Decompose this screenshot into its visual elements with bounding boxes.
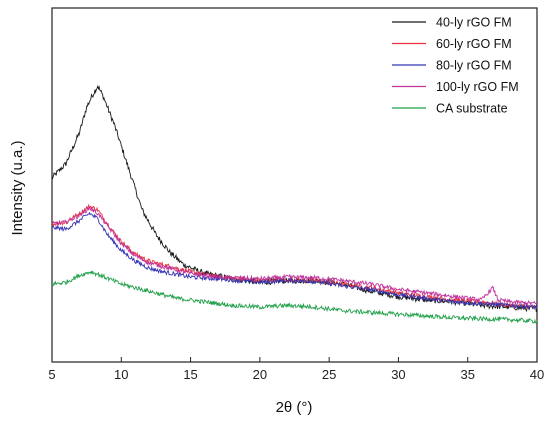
legend-label-3: 80-ly rGO FM (436, 59, 512, 73)
series-line-2 (51, 203, 538, 310)
legend-label-2: 60-ly rGO FM (436, 37, 512, 51)
series-line-4 (51, 205, 538, 306)
legend-label-1: 40-ly rGO FM (436, 16, 512, 30)
x-tick-label: 30 (391, 367, 405, 382)
x-axis-ticks: 5 10 15 20 25 30 35 40 (48, 357, 544, 382)
x-tick-label: 15 (183, 367, 197, 382)
series-line-5 (51, 269, 538, 324)
x-tick-label: 25 (322, 367, 336, 382)
x-tick-label: 35 (460, 367, 474, 382)
x-tick-label: 20 (253, 367, 267, 382)
series-line-3 (51, 211, 538, 311)
legend: 40-ly rGO FM 60-ly rGO FM 80-ly rGO FM 100-… (392, 16, 519, 116)
x-tick-label: 5 (48, 367, 55, 382)
x-tick-label: 40 (530, 367, 544, 382)
x-tick-label: 10 (114, 367, 128, 382)
x-axis-title: 2θ (°) (276, 399, 313, 416)
series-layer (51, 84, 538, 324)
plot-frame (51, 7, 538, 363)
y-axis-title: Intensity (u.a.) (9, 140, 26, 235)
legend-label-5: CA substrate (436, 102, 508, 116)
legend-label-4: 100-ly rGO FM (436, 80, 519, 94)
